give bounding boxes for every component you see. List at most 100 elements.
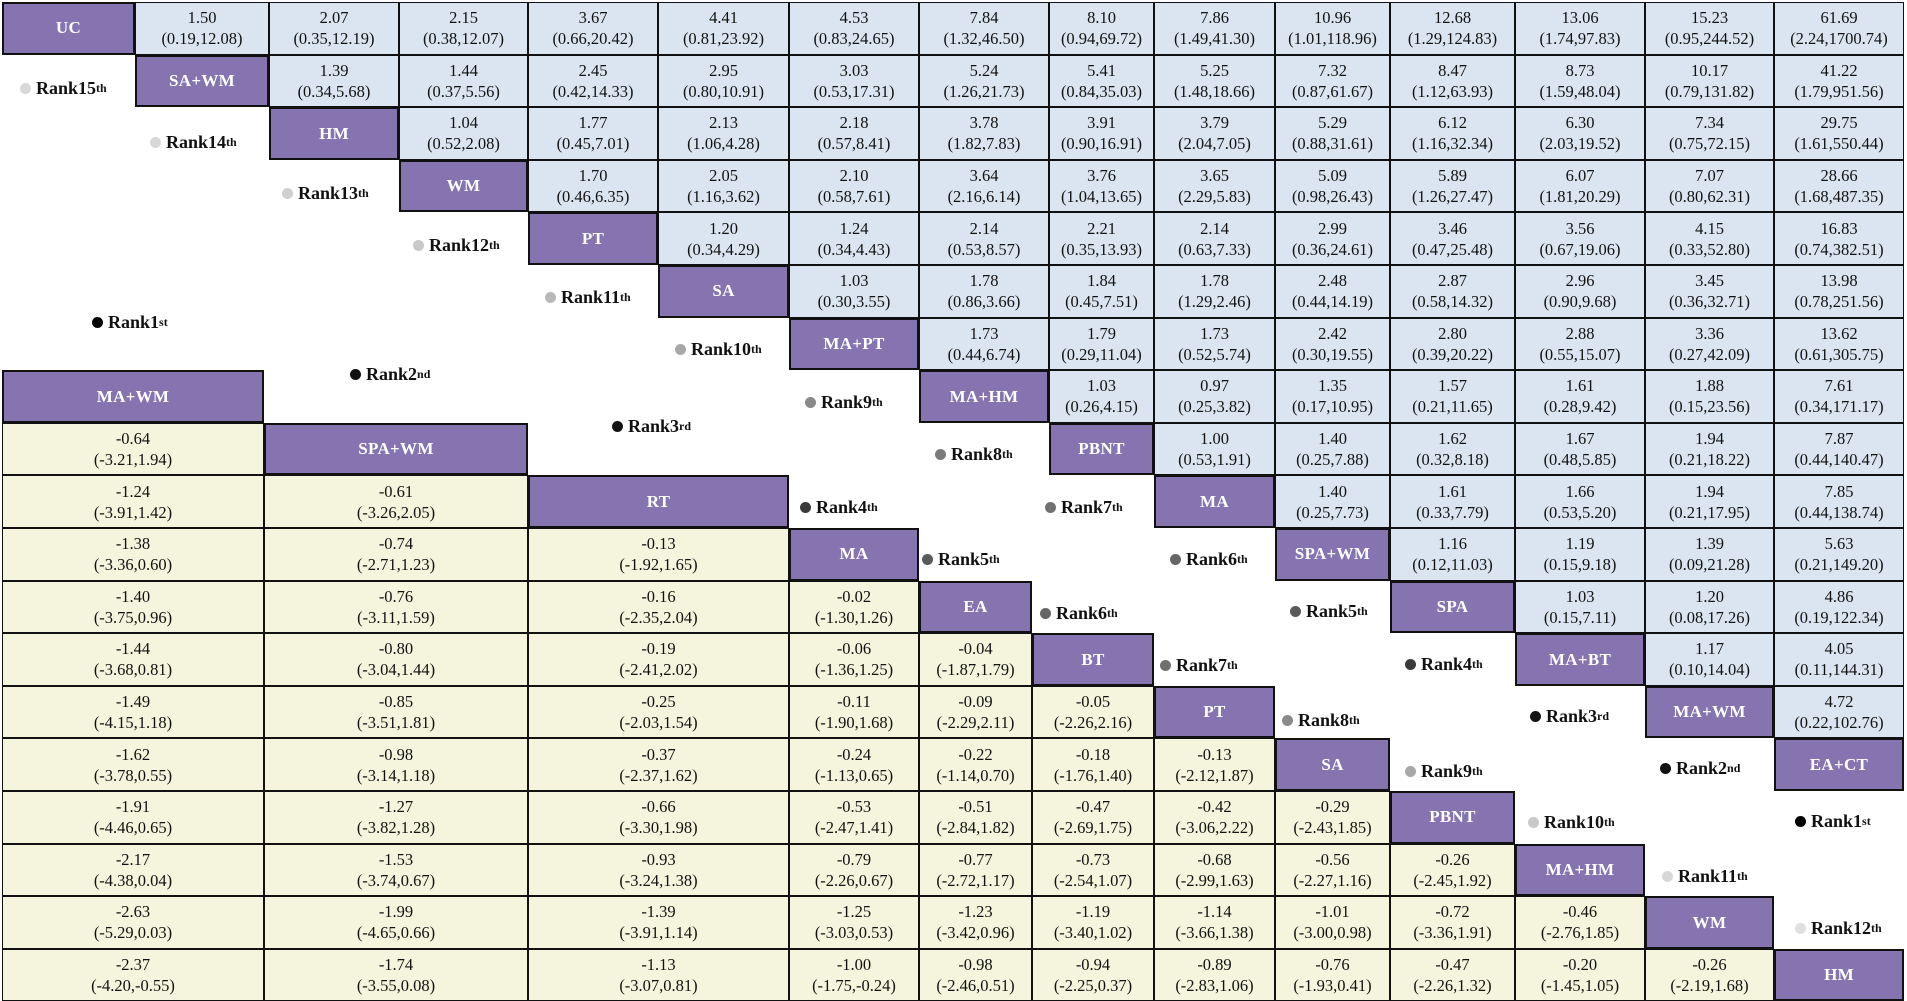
confidence-interval: (0.34,5.68): [297, 81, 371, 101]
upper-comparison-cell: 41.22 (1.79,951.56): [1774, 54, 1904, 108]
estimate-value: 1.39: [1695, 534, 1724, 554]
estimate-value: -0.73: [1075, 849, 1111, 869]
estimate-value: SA: [1321, 754, 1344, 774]
confidence-interval: (0.53,8.57): [947, 239, 1021, 259]
upper-comparison-cell: 1.17 (0.10,14.04): [1645, 633, 1774, 686]
upper-comparison-cell: 1.20 (0.34,4.29): [658, 212, 789, 265]
confidence-interval: (-2.83,1.06): [1175, 976, 1254, 996]
estimate-value: -0.68: [1197, 849, 1232, 869]
estimate-value: -0.29: [1315, 797, 1350, 817]
estimate-value: -0.93: [641, 849, 676, 869]
estimate-value: -1.40: [115, 586, 151, 606]
lower-comparison-cell: -0.04 (-1.87,1.79): [919, 633, 1032, 686]
estimate-value: -0.47: [1075, 797, 1111, 817]
upper-comparison-cell: 1.61 (0.28,9.42): [1515, 370, 1645, 423]
upper-comparison-cell: 1.16 (0.12,11.03): [1390, 528, 1515, 581]
upper-comparison-cell: 4.53 (0.83,24.65): [789, 2, 919, 55]
confidence-interval: (0.21,18.22): [1668, 450, 1751, 470]
confidence-interval: (0.34,4.43): [817, 239, 891, 259]
confidence-interval: (-5.29,0.03): [93, 923, 173, 943]
rank-number: 1: [150, 312, 160, 332]
upper-diagonal-label: SPA+WM: [1275, 528, 1390, 581]
lower-comparison-cell: -1.39 (-3.91,1.14): [528, 896, 789, 949]
lower-comparison-cell: -0.18 (-1.76,1.40): [1032, 738, 1154, 791]
upper-comparison-cell: 4.72 (0.22,102.76): [1774, 685, 1904, 739]
rank-prefix: Rank: [1421, 761, 1464, 781]
confidence-interval: (1.29,2.46): [1178, 292, 1251, 312]
lower-comparison-cell: -0.76 (-1.93,0.41): [1275, 948, 1390, 1001]
upper-comparison-cell: 3.56 (0.67,19.06): [1515, 212, 1645, 265]
estimate-value: 13.62: [1820, 323, 1858, 343]
estimate-value: MA+WM: [96, 386, 170, 406]
estimate-value: 2.18: [839, 113, 869, 133]
upper-comparison-cell: 1.20 (0.08,17.26): [1645, 580, 1774, 634]
confidence-interval: (-3.55,0.08): [356, 976, 436, 996]
lower-diagonal-label: BT: [1032, 633, 1154, 686]
confidence-interval: (-3.91,1.42): [93, 502, 173, 522]
confidence-interval: (0.12,11.03): [1412, 555, 1493, 575]
estimate-value: -1.39: [641, 902, 676, 922]
lower-comparison-cell: -0.46 (-2.76,1.85): [1515, 896, 1645, 949]
rank-prefix: Rank: [1298, 710, 1341, 730]
upper-comparison-cell: 3.45 (0.36,32.71): [1645, 265, 1774, 318]
lower-comparison-cell: -0.37 (-2.37,1.62): [528, 738, 789, 791]
rank-marker-dot: [150, 137, 161, 148]
confidence-interval: (-1.14,0.70): [936, 765, 1015, 785]
rank-number: 3: [670, 416, 680, 436]
rank-marker-dot: [350, 369, 361, 380]
confidence-interval: (-2.43,1.85): [1293, 818, 1372, 838]
upper-comparison-cell: 2.10 (0.58,7.61): [789, 159, 919, 213]
confidence-interval: (-3.78,0.55): [93, 765, 173, 785]
estimate-value: MA+WM: [1673, 702, 1746, 722]
estimate-value: 3.45: [1695, 271, 1724, 291]
estimate-value: 61.69: [1820, 8, 1858, 28]
estimate-value: MA+PT: [823, 334, 885, 354]
confidence-interval: (-2.69,1.75): [1053, 818, 1133, 838]
confidence-interval: (-1.92,1.65): [619, 555, 698, 575]
upper-comparison-cell: 1.03 (0.30,3.55): [789, 265, 919, 318]
confidence-interval: (0.53,1.91): [1178, 450, 1251, 470]
lower-comparison-cell: -0.80 (-3.04,1.44): [264, 633, 528, 686]
upper-comparison-cell: 5.41 (0.84,35.03): [1049, 54, 1154, 108]
estimate-value: MA+HM: [949, 386, 1019, 406]
rank-number: 13: [340, 183, 359, 203]
estimate-value: 8.10: [1087, 8, 1116, 28]
lower-comparison-cell: -0.61 (-3.26,2.05): [264, 475, 528, 528]
estimate-value: 15.23: [1690, 8, 1729, 28]
confidence-interval: (-2.76,1.85): [1540, 923, 1620, 943]
estimate-value: SA+WM: [169, 71, 235, 91]
confidence-interval: (0.90,16.91): [1060, 134, 1143, 154]
confidence-interval: (1.01,118.96): [1288, 29, 1377, 49]
lower-comparison-cell: -0.25 (-2.03,1.54): [528, 685, 789, 739]
confidence-interval: (1.79,951.56): [1794, 81, 1884, 101]
confidence-interval: (0.17,10.95): [1291, 397, 1374, 417]
confidence-interval: (1.26,21.73): [943, 81, 1025, 101]
estimate-value: 2.95: [709, 60, 738, 80]
upper-comparison-cell: 7.85 (0.44,138.74): [1774, 475, 1904, 528]
confidence-interval: (1.12,63.93): [1411, 81, 1494, 101]
estimate-value: 3.76: [1087, 165, 1116, 185]
confidence-interval: (-3.00,0.98): [1293, 923, 1372, 943]
upper-comparison-cell: 1.40 (0.25,7.88): [1275, 422, 1390, 476]
upper-comparison-cell: 1.73 (0.44,6.74): [919, 317, 1049, 371]
lower-comparison-cell: -1.74 (-3.55,0.08): [264, 948, 528, 1001]
confidence-interval: (-3.30,1.98): [619, 818, 698, 838]
upper-comparison-cell: 13.62 (0.61,305.75): [1774, 317, 1904, 371]
upper-comparison-cell: 1.39 (0.34,5.68): [269, 54, 399, 108]
lower-comparison-cell: -2.37 (-4.20,-0.55): [2, 948, 264, 1001]
estimate-value: -0.66: [641, 797, 676, 817]
estimate-value: 28.66: [1820, 165, 1858, 185]
lower-comparison-cell: -0.47 (-2.26,1.32): [1390, 948, 1515, 1001]
lower-comparison-cell: -1.23 (-3.42,0.96): [919, 896, 1032, 949]
lower-diagonal-label: WM: [1645, 896, 1774, 949]
confidence-interval: (-1.13,0.65): [814, 765, 894, 785]
confidence-interval: (0.94,69.72): [1060, 29, 1143, 49]
lower-diagonal-label: PBNT: [1390, 791, 1515, 844]
upper-comparison-cell: 13.06 (1.74,97.83): [1515, 2, 1645, 55]
estimate-value: 3.56: [1565, 218, 1595, 238]
confidence-interval: (0.30,19.55): [1291, 344, 1374, 364]
rank-prefix: Rank: [36, 78, 79, 98]
